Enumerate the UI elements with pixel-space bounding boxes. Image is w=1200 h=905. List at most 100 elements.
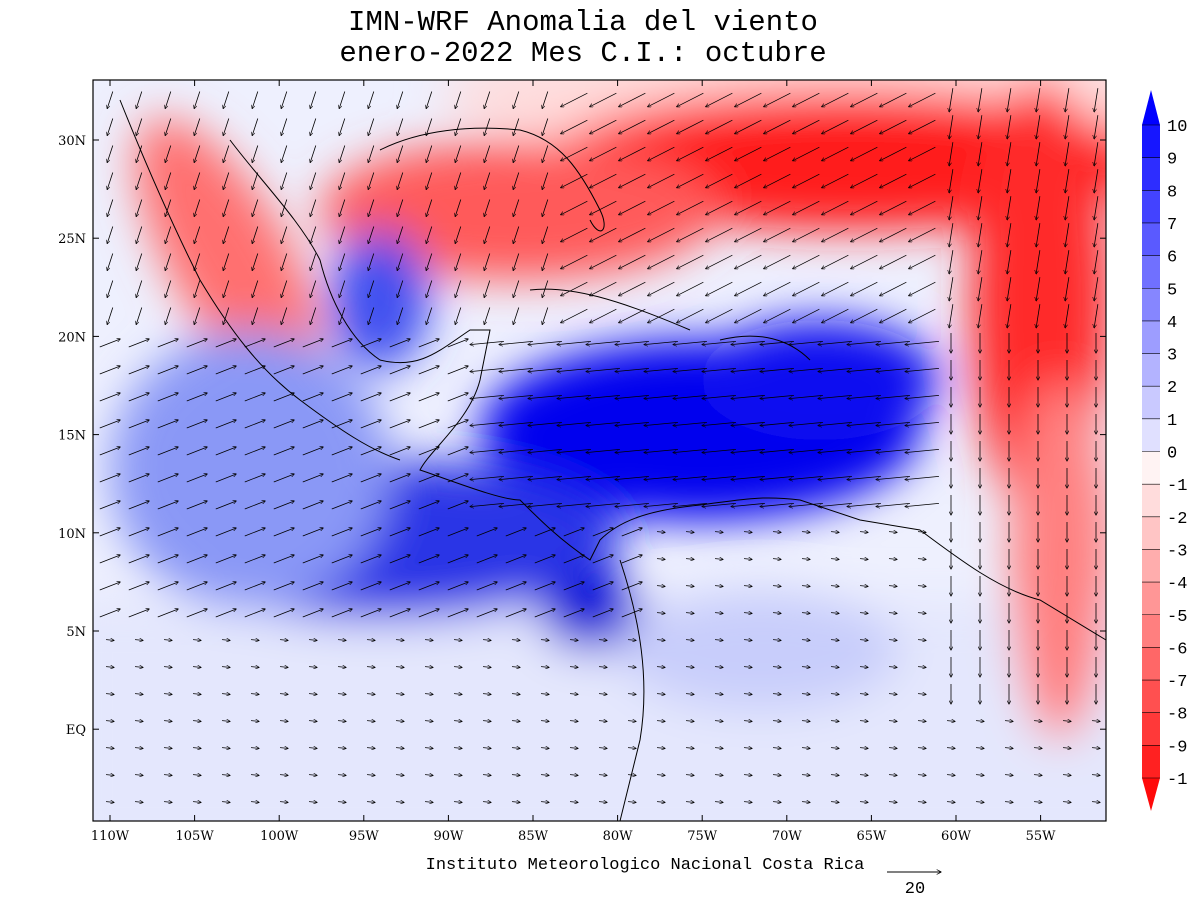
wind-arrow <box>136 172 143 189</box>
wind-arrow <box>476 582 497 591</box>
wind-arrow <box>455 145 462 162</box>
wind-arrow <box>917 586 926 587</box>
wind-arrow <box>644 449 678 452</box>
wind-arrow <box>281 199 288 216</box>
wind-arrow <box>165 91 172 108</box>
wind-arrow <box>302 366 323 375</box>
wind-arrow <box>134 721 143 722</box>
wind-arrow <box>273 528 294 537</box>
wind-arrow <box>743 667 752 668</box>
wind-arrow <box>801 802 810 803</box>
wind-arrow <box>302 582 323 591</box>
wind-arrow <box>789 368 823 371</box>
wind-arrow <box>186 339 207 348</box>
wind-arrow <box>528 449 562 452</box>
wind-arrow <box>563 555 584 564</box>
wind-arrow <box>165 226 172 243</box>
wind-arrow <box>735 254 762 269</box>
wind-arrow <box>847 503 881 506</box>
wind-arrow <box>859 667 868 668</box>
wind-arrow <box>99 609 120 618</box>
wind-arrow <box>772 721 781 722</box>
colorbar-segment <box>1142 190 1160 224</box>
wind-arrow <box>221 802 230 803</box>
wind-arrow <box>389 555 410 564</box>
wind-arrow <box>215 501 236 510</box>
wind-arrow <box>876 422 910 425</box>
wind-arrow <box>673 341 707 344</box>
wind-arrow <box>252 91 259 108</box>
wind-arrow <box>499 341 533 344</box>
wind-arrow <box>482 694 491 695</box>
wind-arrow <box>673 476 707 479</box>
plot-frame <box>92 79 1107 822</box>
wind-arrow <box>157 339 178 348</box>
wind-arrow <box>615 422 649 425</box>
wind-arrow <box>975 721 984 722</box>
wind-arrow <box>569 721 578 722</box>
wind-arrow <box>760 395 794 398</box>
wind-arrow <box>223 172 230 189</box>
wind-arrow <box>389 474 410 483</box>
wind-arrow <box>279 640 288 641</box>
wind-arrow <box>949 277 954 301</box>
wind-arrow <box>221 640 230 641</box>
wind-arrow <box>360 393 381 402</box>
wind-arrow <box>772 748 781 749</box>
wind-arrow <box>714 640 723 641</box>
wind-arrow <box>215 420 236 429</box>
wind-arrow <box>764 146 791 161</box>
wind-arrow <box>789 422 823 425</box>
wind-arrow <box>447 393 468 402</box>
wind-arrow <box>830 586 839 587</box>
wind-arrow <box>706 227 733 242</box>
wind-arrow <box>157 447 178 456</box>
wind-arrow <box>360 528 381 537</box>
wind-arrow <box>1094 115 1099 139</box>
wind-arrow <box>706 119 733 134</box>
wind-arrow <box>368 307 375 324</box>
wind-arrow <box>714 532 723 533</box>
wind-arrow <box>397 172 404 189</box>
wind-arrow <box>561 92 588 107</box>
wind-arrow <box>793 254 820 269</box>
wind-arrow <box>621 582 642 591</box>
wind-arrow <box>192 667 201 668</box>
wind-arrow <box>909 254 936 269</box>
wind-arrow <box>621 555 642 564</box>
wind-arrow <box>397 199 404 216</box>
wind-arrow <box>447 420 468 429</box>
wind-arrow <box>917 559 926 560</box>
wind-arrow <box>946 775 955 776</box>
colorbar-label: -8 <box>1167 706 1187 725</box>
wind-arrow <box>685 613 694 614</box>
wind-arrow <box>244 420 265 429</box>
wind-arrow <box>424 667 433 668</box>
wind-arrow <box>134 694 143 695</box>
wind-arrow <box>542 307 549 324</box>
wind-arrow <box>250 694 259 695</box>
wind-arrow <box>310 226 317 243</box>
wind-arrow <box>302 528 323 537</box>
wind-arrow <box>1036 169 1041 193</box>
wind-arrow <box>615 341 649 344</box>
wind-arrow <box>163 667 172 668</box>
wind-arrow <box>561 146 588 161</box>
wind-arrow <box>395 640 404 641</box>
wind-arrow <box>534 582 555 591</box>
wind-arrow <box>273 474 294 483</box>
wind-arrow <box>244 339 265 348</box>
wind-arrow <box>702 476 736 479</box>
wind-arrow <box>360 447 381 456</box>
wind-arrow <box>760 449 794 452</box>
wind-arrow <box>513 172 520 189</box>
wind-arrow <box>888 640 897 641</box>
wind-arrow <box>648 227 675 242</box>
wind-arrow <box>105 640 114 641</box>
wind-arrow <box>368 199 375 216</box>
wind-arrow <box>888 613 897 614</box>
wind-arrow <box>424 748 433 749</box>
wind-arrow <box>192 802 201 803</box>
wind-arrow <box>830 667 839 668</box>
